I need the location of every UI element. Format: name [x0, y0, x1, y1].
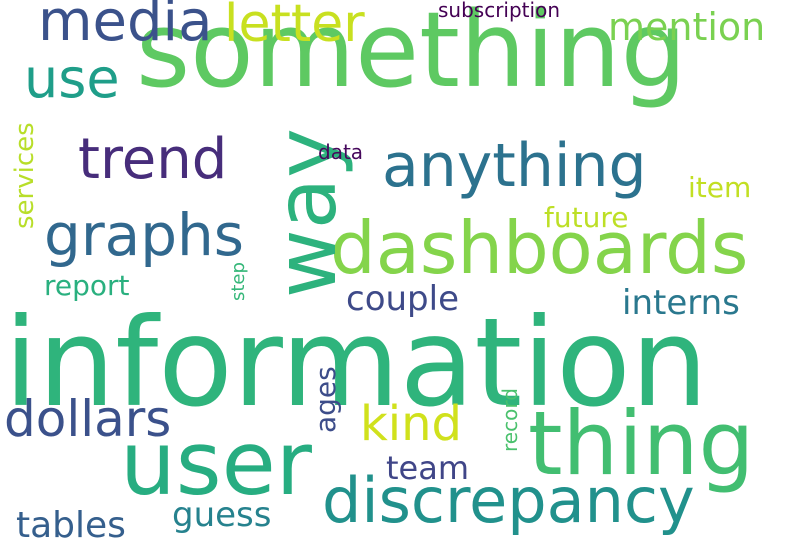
word-services: services — [10, 122, 40, 229]
word-future: future — [544, 201, 629, 234]
word-record: record — [498, 388, 522, 452]
word-trend: trend — [78, 127, 228, 192]
word-thing: thing — [528, 392, 755, 495]
word-mention: mention — [608, 5, 766, 49]
word-media: media — [38, 0, 213, 54]
word-dollars: dollars — [4, 390, 172, 448]
word-couple: couple — [346, 279, 459, 319]
word-discrepancy: discrepancy — [322, 464, 695, 537]
word-information: information — [4, 292, 709, 434]
word-use: use — [24, 47, 120, 110]
word-item: item — [688, 171, 752, 204]
word-user: user — [120, 412, 312, 515]
word-guess: guess — [172, 495, 272, 535]
word-interns: interns — [622, 283, 740, 323]
word-team: team — [386, 449, 470, 487]
word-data: data — [318, 140, 364, 164]
word-dashboards: dashboards — [330, 206, 749, 290]
word-subscription: subscription — [438, 0, 560, 22]
word-anything: anything — [382, 131, 647, 201]
word-graphs: graphs — [44, 201, 244, 269]
word-kind: kind — [360, 396, 463, 452]
word-something: something — [136, 0, 687, 111]
word-step: step — [228, 262, 249, 301]
word-letter: letter — [224, 0, 365, 54]
word-tables: tables — [16, 505, 126, 546]
word-report: report — [44, 269, 130, 302]
word-ages: ages — [309, 366, 342, 433]
